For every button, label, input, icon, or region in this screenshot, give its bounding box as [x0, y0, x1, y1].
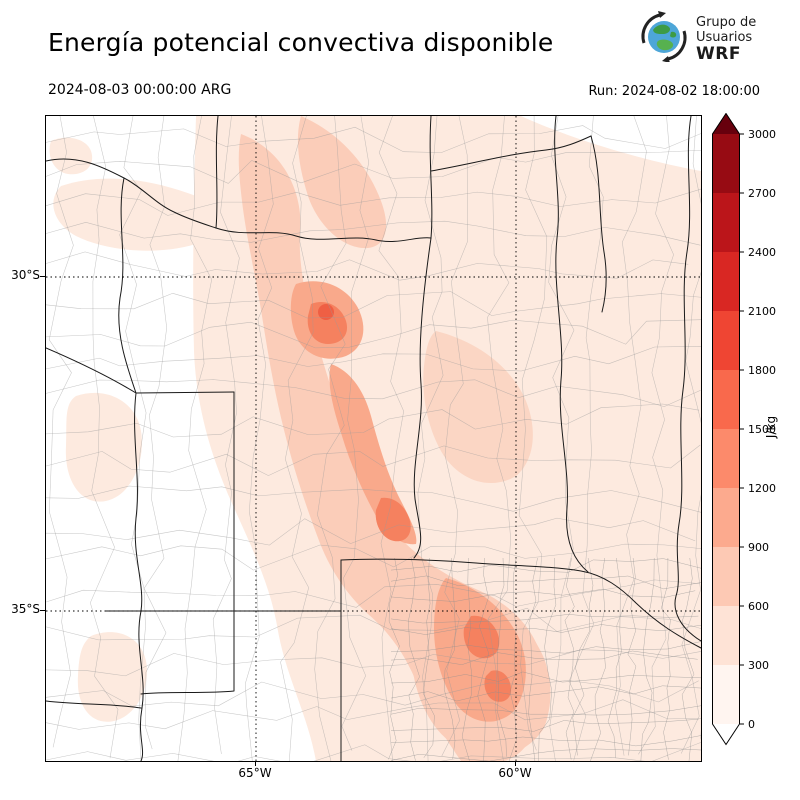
colorbar-tick-marks: [740, 133, 744, 725]
colorbar-tick-300: 300: [748, 659, 769, 672]
logo-line-3: WRF: [696, 43, 741, 64]
colorbar-outline: [712, 112, 740, 746]
colorbar: 3000 2700 2400 2100 1800 1500 1200 900 6…: [712, 112, 792, 746]
colorbar-segment: [712, 547, 740, 606]
lat-tick-mark-30s: [40, 276, 45, 277]
wrf-logo: Grupo de Usuarios WRF: [638, 10, 756, 66]
lon-tick-65w: 65°W: [238, 766, 272, 780]
colorbar-segment: [712, 311, 740, 370]
colorbar-segment: [712, 370, 740, 429]
wrf-globe-icon: [638, 10, 690, 66]
province-borders-layer: [46, 116, 701, 761]
lon-tick-60w: 60°W: [498, 766, 532, 780]
colorbar-segment: [712, 429, 740, 488]
wrf-logo-text: Grupo de Usuarios WRF: [696, 14, 757, 64]
colorbar-segment: [712, 252, 740, 311]
colorbar-unit-label: J/kg: [764, 415, 779, 439]
colorbar-tick-2400: 2400: [748, 246, 776, 259]
colorbar-tick-2700: 2700: [748, 187, 776, 200]
colorbar-tick-900: 900: [748, 541, 769, 554]
lat-tick-mark-35s: [40, 610, 45, 611]
department-borders-dense-layer: [388, 557, 701, 761]
logo-line-2: Usuarios: [696, 29, 753, 45]
colorbar-tick-1200: 1200: [748, 482, 776, 495]
colorbar-tick-1800: 1800: [748, 364, 776, 377]
colorbar-segment: [712, 488, 740, 547]
colorbar-tick-0: 0: [748, 718, 755, 731]
cape-shading-layer: [49, 116, 701, 761]
lon-tick-mark-60w: [515, 761, 516, 766]
colorbar-under-arrow: [712, 724, 740, 745]
lon-tick-mark-65w: [255, 761, 256, 766]
department-borders-layer: [46, 116, 701, 761]
colorbar-tick-1500: 1500: [748, 423, 776, 436]
lat-tick-30s: 30°S: [11, 268, 40, 282]
colorbar-tick-3000: 3000: [748, 128, 776, 141]
map-canvas: [45, 115, 702, 762]
colorbar-tick-600: 600: [748, 600, 769, 613]
run-time-label: Run: 2024-08-02 18:00:00: [588, 84, 760, 99]
colorbar-over-arrow: [712, 113, 740, 134]
cape-map-plot: [46, 116, 701, 761]
colorbar-segment: [712, 134, 740, 193]
graticule-layer: [46, 116, 701, 761]
colorbar-tick-2100: 2100: [748, 305, 776, 318]
logo-line-1: Grupo de: [696, 14, 757, 30]
colorbar-segment: [712, 193, 740, 252]
colorbar-segment: [712, 665, 740, 724]
valid-time-label: 2024-08-03 00:00:00 ARG: [48, 82, 232, 98]
lat-tick-35s: 35°S: [11, 602, 40, 616]
page-title: Energía potencial convectiva disponible: [48, 28, 554, 57]
colorbar-segment: [712, 606, 740, 665]
